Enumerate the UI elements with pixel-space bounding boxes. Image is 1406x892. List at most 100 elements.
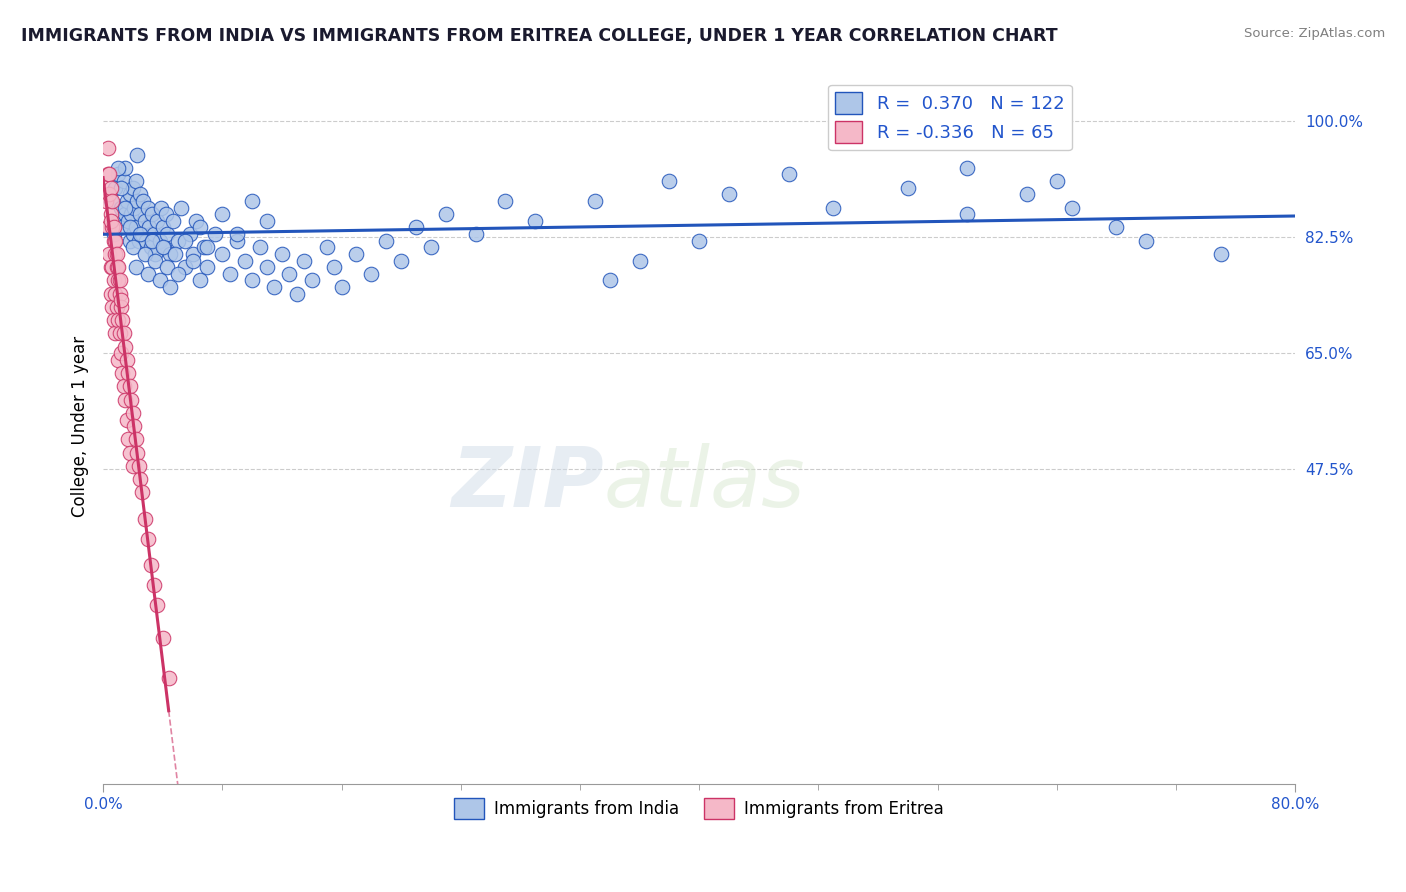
Point — [103, 313, 125, 327]
Y-axis label: College, Under 1 year: College, Under 1 year — [72, 335, 89, 516]
Point — [103, 220, 125, 235]
Point — [143, 253, 166, 268]
Point — [125, 220, 148, 235]
Point — [142, 578, 165, 592]
Point — [98, 187, 121, 202]
Text: Source: ZipAtlas.com: Source: ZipAtlas.com — [1244, 27, 1385, 40]
Point — [107, 313, 129, 327]
Point — [128, 234, 150, 248]
Point — [778, 168, 800, 182]
Point — [464, 227, 486, 241]
Point — [197, 240, 219, 254]
Point — [419, 240, 441, 254]
Point — [152, 240, 174, 254]
Point — [524, 214, 547, 228]
Point — [181, 253, 204, 268]
Point — [174, 260, 197, 275]
Point — [1135, 234, 1157, 248]
Point — [125, 433, 148, 447]
Point — [583, 194, 606, 208]
Point — [249, 240, 271, 254]
Point — [118, 187, 141, 202]
Point — [112, 326, 135, 341]
Point — [494, 194, 516, 208]
Point — [405, 220, 427, 235]
Point — [226, 234, 249, 248]
Legend: Immigrants from India, Immigrants from Eritrea: Immigrants from India, Immigrants from E… — [447, 792, 950, 825]
Point — [122, 240, 145, 254]
Point — [107, 168, 129, 182]
Point — [134, 214, 156, 228]
Point — [142, 227, 165, 241]
Point — [124, 419, 146, 434]
Point — [127, 147, 149, 161]
Point — [129, 207, 152, 221]
Point — [112, 174, 135, 188]
Point — [1015, 187, 1038, 202]
Text: IMMIGRANTS FROM INDIA VS IMMIGRANTS FROM ERITREA COLLEGE, UNDER 1 YEAR CORRELATI: IMMIGRANTS FROM INDIA VS IMMIGRANTS FROM… — [21, 27, 1057, 45]
Point — [104, 180, 127, 194]
Point — [131, 227, 153, 241]
Point — [169, 201, 191, 215]
Point — [115, 412, 138, 426]
Point — [174, 234, 197, 248]
Point — [136, 532, 159, 546]
Point — [114, 392, 136, 407]
Point — [100, 286, 122, 301]
Point — [149, 273, 172, 287]
Point — [110, 293, 132, 308]
Point — [956, 161, 979, 175]
Point — [120, 392, 142, 407]
Point — [103, 234, 125, 248]
Point — [104, 326, 127, 341]
Point — [149, 234, 172, 248]
Point — [127, 194, 149, 208]
Point — [122, 406, 145, 420]
Point — [179, 227, 201, 241]
Point — [122, 458, 145, 473]
Point — [184, 214, 207, 228]
Point — [226, 227, 249, 241]
Point — [211, 207, 233, 221]
Point — [104, 234, 127, 248]
Point — [152, 631, 174, 645]
Point — [114, 161, 136, 175]
Point — [628, 253, 651, 268]
Point — [118, 445, 141, 459]
Point — [163, 247, 186, 261]
Point — [240, 273, 263, 287]
Point — [156, 260, 179, 275]
Point — [717, 187, 740, 202]
Point — [94, 194, 117, 208]
Point — [375, 234, 398, 248]
Point — [162, 214, 184, 228]
Point — [129, 187, 152, 202]
Point — [111, 313, 134, 327]
Point — [159, 280, 181, 294]
Point — [434, 207, 457, 221]
Point — [108, 286, 131, 301]
Point — [115, 194, 138, 208]
Point — [157, 671, 180, 685]
Point — [134, 247, 156, 261]
Point — [256, 214, 278, 228]
Point — [107, 273, 129, 287]
Point — [136, 267, 159, 281]
Point — [1046, 174, 1069, 188]
Point — [101, 300, 124, 314]
Point — [346, 247, 368, 261]
Point — [105, 260, 128, 275]
Point — [98, 168, 121, 182]
Point — [155, 207, 177, 221]
Point — [141, 234, 163, 248]
Point — [263, 280, 285, 294]
Point — [188, 273, 211, 287]
Point — [132, 194, 155, 208]
Point — [114, 201, 136, 215]
Point — [105, 300, 128, 314]
Point — [218, 267, 240, 281]
Point — [204, 227, 226, 241]
Point — [278, 267, 301, 281]
Point — [292, 253, 315, 268]
Point — [688, 234, 710, 248]
